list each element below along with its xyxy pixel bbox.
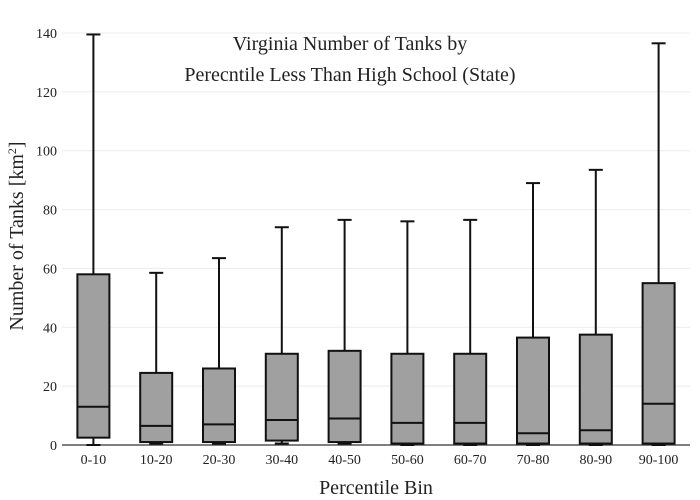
x-tick-label-60-70: 60-70	[454, 453, 487, 468]
box-0-10	[76, 33, 111, 446]
x-tick-label-90-100: 90-100	[639, 453, 679, 468]
box-30-40	[264, 226, 299, 445]
y-axis-label-superscript: 2	[5, 148, 19, 154]
grid-lines	[62, 32, 690, 387]
box-iqr	[202, 367, 236, 444]
box-50-60	[390, 220, 425, 446]
box-iqr	[516, 336, 550, 445]
x-tick-label-20-30: 20-30	[203, 453, 236, 468]
y-tick-label-140: 140	[36, 27, 57, 42]
box-60-70	[453, 218, 488, 446]
x-tick-label-0-10: 0-10	[81, 453, 107, 468]
box-iqr	[139, 371, 174, 444]
y-tick-label-20: 20	[43, 380, 57, 395]
x-axis-label: Percentile Bin	[319, 477, 433, 499]
y-tick-label-40: 40	[43, 321, 57, 336]
box-70-80	[516, 182, 550, 446]
y-axis-label-end: ]	[6, 141, 28, 148]
x-tick-label-70-80: 70-80	[517, 453, 550, 468]
y-tick-labels: 0 20 40 60 80 100 120 140	[36, 27, 57, 454]
y-tick-label-0: 0	[50, 439, 57, 454]
box-40-50	[327, 218, 362, 445]
box-iqr	[264, 352, 299, 442]
y-tick-label-100: 100	[36, 145, 57, 160]
boxes	[76, 33, 676, 446]
y-tick-label-80: 80	[43, 204, 57, 219]
box-10-20	[139, 271, 174, 445]
y-axis-label-main: Number of Tanks [km	[6, 154, 28, 331]
box-80-90	[578, 168, 613, 446]
chart-title-line-2: Perecntile Less Than High School (State)	[184, 64, 515, 86]
x-tick-label-10-20: 10-20	[140, 453, 173, 468]
chart-title-line-1: Virginia Number of Tanks by	[233, 33, 467, 55]
x-tick-label-50-60: 50-60	[391, 453, 424, 468]
box-20-30	[202, 257, 236, 445]
box-iqr	[76, 273, 111, 439]
x-tick-label-30-40: 30-40	[265, 453, 298, 468]
box-iqr	[390, 352, 425, 445]
x-tick-labels: 0-10 10-20 20-30 30-40 40-50 50-60 60-70 70-80 8…	[81, 453, 679, 468]
y-axis-label: Number of Tanks [km2]	[5, 141, 28, 330]
box-iqr	[641, 282, 676, 445]
box-iqr	[453, 352, 488, 445]
x-tick-label-40-50: 40-50	[328, 453, 361, 468]
y-tick-label-120: 120	[36, 86, 57, 101]
box-90-100	[641, 42, 676, 446]
box-iqr	[578, 333, 613, 445]
y-tick-label-60: 60	[43, 262, 57, 277]
x-tick-label-80-90: 80-90	[579, 453, 612, 468]
box-iqr	[327, 349, 362, 444]
